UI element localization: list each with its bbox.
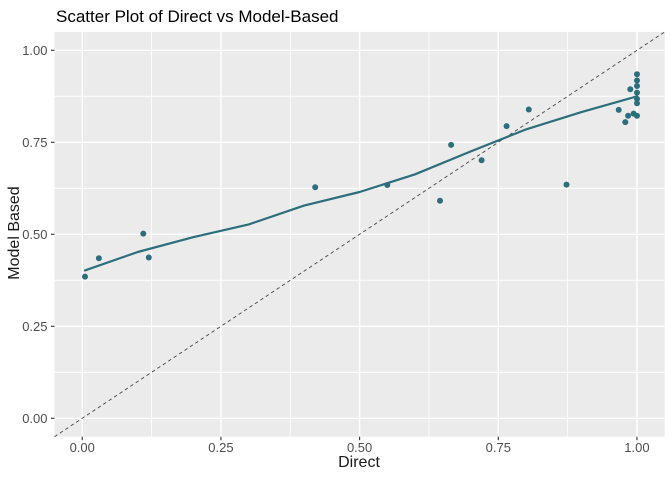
- data-point: [634, 77, 640, 84]
- data-point: [503, 123, 510, 130]
- data-point: [525, 106, 532, 113]
- chart-title: Scatter Plot of Direct vs Model-Based: [56, 7, 339, 26]
- y-tick-label: 0.50: [22, 227, 47, 242]
- x-tick-label: 1.00: [624, 440, 649, 455]
- data-point: [634, 100, 640, 107]
- identity-line: [54, 31, 665, 438]
- data-point: [563, 181, 570, 188]
- x-tick-label: 0.25: [208, 440, 233, 455]
- data-point: [627, 86, 634, 93]
- data-point: [634, 71, 640, 78]
- smooth-line: [83, 95, 639, 272]
- y-tick-label: 0.25: [22, 319, 47, 334]
- data-point: [448, 141, 455, 148]
- data-point: [634, 83, 640, 89]
- data-point: [82, 273, 88, 280]
- data-point: [634, 112, 640, 119]
- data-point: [634, 95, 640, 102]
- x-tick-label: 0.00: [70, 440, 95, 455]
- data-point: [95, 255, 102, 262]
- data-point: [437, 197, 443, 204]
- x-tick-label: 0.75: [486, 440, 511, 455]
- data-point: [312, 184, 319, 191]
- data-point: [140, 230, 147, 237]
- y-tick-label: 1.00: [22, 43, 47, 58]
- y-tick-label: 0.75: [22, 135, 47, 150]
- x-tick-label: 0.50: [347, 440, 372, 455]
- data-point: [384, 182, 391, 188]
- x-axis-title: Direct: [338, 454, 380, 471]
- data-point: [634, 89, 640, 96]
- data-point: [478, 157, 485, 164]
- data-point: [145, 254, 152, 261]
- data-point: [625, 112, 632, 119]
- y-tick-label: 0.00: [22, 411, 47, 426]
- y-axis-title: Model Based: [6, 186, 23, 280]
- data-point: [615, 106, 622, 113]
- data-point: [622, 119, 629, 126]
